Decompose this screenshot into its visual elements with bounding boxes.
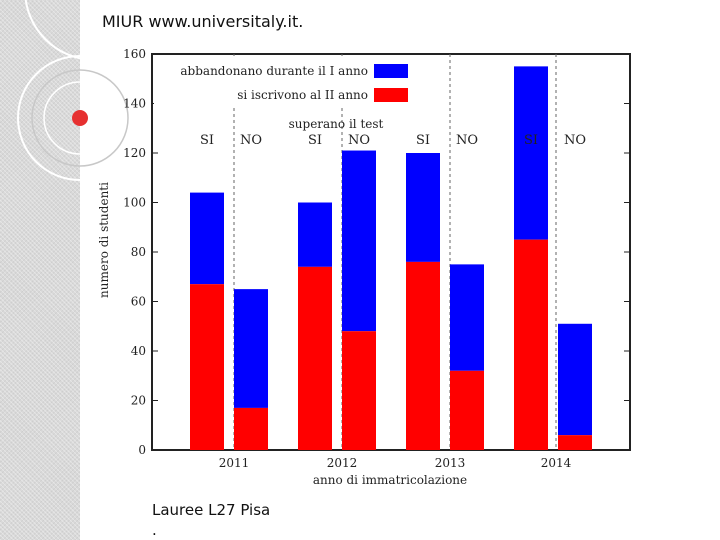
y-tick-label: 80 xyxy=(131,245,146,259)
y-tick-label: 60 xyxy=(131,295,146,309)
group-label-2013-si: SI xyxy=(416,133,430,148)
bar-segment-blue-2011-no xyxy=(234,289,268,408)
bar-segment-red-2014-si xyxy=(514,239,548,450)
group-label-2013-no: NO xyxy=(456,133,478,148)
group-label-2014-no: NO xyxy=(564,133,586,148)
legend-swatch-0 xyxy=(374,64,408,78)
bar-segment-blue-2012-si xyxy=(298,202,332,267)
footer-line-2: . xyxy=(152,521,157,539)
legend-swatch-1 xyxy=(374,88,408,102)
footer-line-1: Lauree L27 Pisa xyxy=(152,501,271,519)
y-tick-label: 20 xyxy=(131,394,146,408)
bar-segment-blue-2014-si xyxy=(514,66,548,240)
bar-segment-red-2011-si xyxy=(190,284,224,450)
bar-segment-red-2012-no xyxy=(342,331,376,450)
legend-label-1: si iscrivono al II anno xyxy=(237,88,368,102)
decorative-rings xyxy=(17,0,140,181)
y-tick-label: 160 xyxy=(123,47,146,61)
x-tick-label-2014: 2014 xyxy=(541,456,572,470)
x-tick-label-2012: 2012 xyxy=(327,456,358,470)
bar-segment-blue-2011-si xyxy=(190,192,224,285)
y-tick-label: 40 xyxy=(131,344,146,358)
source-header: MIUR www.universitaly.it. xyxy=(102,12,304,31)
bar-segment-red-2013-si xyxy=(406,261,440,450)
bar-segment-blue-2012-no xyxy=(342,150,376,332)
group-label-2012-si: SI xyxy=(308,133,322,148)
y-tick-label: 0 xyxy=(138,443,146,457)
group-label-2011-si: SI xyxy=(200,133,214,148)
bar-segment-red-2012-si xyxy=(298,266,332,450)
legend-box xyxy=(154,56,416,108)
bar-segment-blue-2013-si xyxy=(406,153,440,262)
legend-label-0: abbandonano durante il I anno xyxy=(180,64,368,78)
bar-segment-red-2011-no xyxy=(234,407,268,450)
group-header-label: superano il test xyxy=(289,117,384,131)
side-pattern-strip xyxy=(0,0,80,540)
bar-segment-red-2013-no xyxy=(450,370,484,450)
y-tick-label: 120 xyxy=(123,146,146,160)
y-tick-label: 140 xyxy=(123,97,146,111)
y-axis-title: numero di studenti xyxy=(97,182,111,298)
bar-segment-red-2014-no xyxy=(558,435,592,450)
group-label-2012-no: NO xyxy=(348,133,370,148)
x-tick-label-2013: 2013 xyxy=(435,456,466,470)
x-tick-label-2011: 2011 xyxy=(219,456,250,470)
stacked-bar-chart: 0 20 40 60 80 100 120 140 160 SI NO SI NO SI NO SI NO sup… xyxy=(97,47,631,487)
group-label-2014-si: SI xyxy=(524,133,538,148)
bar-segment-blue-2013-no xyxy=(450,264,484,371)
footer-caption: Lauree L27 Pisa . xyxy=(152,500,270,540)
group-label-2011-no: NO xyxy=(240,133,262,148)
bar-segment-blue-2014-no xyxy=(558,323,592,436)
accent-dot xyxy=(72,110,88,126)
y-tick-label: 100 xyxy=(123,196,146,210)
x-axis-title: anno di immatricolazione xyxy=(313,473,467,487)
